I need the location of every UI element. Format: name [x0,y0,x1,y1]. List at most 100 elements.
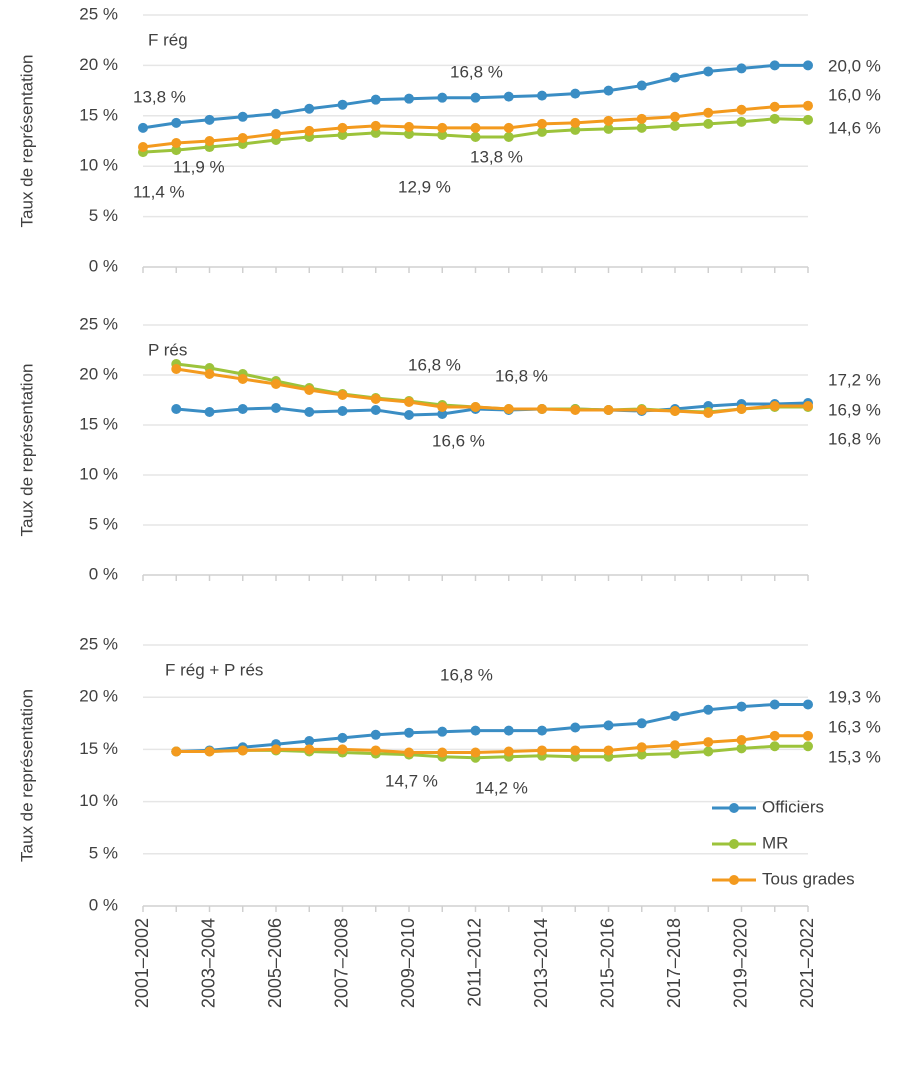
data-point [703,737,714,748]
data-point [337,406,348,416]
x-tick-label: 2007–2008 [331,918,351,1008]
y-tick-label: 10 % [79,464,118,483]
data-point [803,60,813,71]
data-label: 16,8 % [440,665,493,684]
data-point [204,369,215,379]
data-point [437,726,448,737]
y-axis-label: Taux de représentation [17,689,36,862]
data-point [703,704,714,715]
data-point [670,710,680,721]
data-label: 16,3 % [828,717,881,736]
data-point [437,747,448,758]
x-tick-label: 2003–2004 [198,918,218,1008]
y-tick-label: 0 % [89,256,118,275]
data-point [370,729,381,740]
data-point [304,103,315,114]
data-point [636,113,647,124]
data-point [570,405,581,415]
data-point [570,722,581,733]
data-point [437,122,448,133]
series-line [176,367,808,415]
data-label: 12,9 % [398,177,451,196]
panel-title: F rég + P rés [165,660,263,679]
legend-marker [729,839,739,849]
data-point [703,118,714,129]
data-point [570,117,581,128]
data-point [237,745,248,756]
data-point [304,125,315,136]
data-point [370,120,381,131]
data-point [636,742,647,753]
data-point [271,744,281,755]
data-point [237,404,248,414]
data-point [404,121,414,132]
x-tick-label: 2001–2002 [132,918,152,1008]
data-point [603,115,614,126]
data-label: 13,8 % [470,147,523,166]
data-point [769,699,780,710]
x-tick-label: 2005–2006 [265,918,285,1008]
data-point [736,104,747,115]
data-point [736,743,747,754]
data-point [171,138,182,149]
data-point [769,60,780,71]
data-point [237,132,248,143]
data-point [171,145,182,156]
data-point [171,364,182,374]
data-point [670,120,680,131]
data-point [769,741,780,752]
y-axis-label: Taux de représentation [17,364,36,537]
data-point [437,129,448,140]
y-tick-label: 20 % [79,687,118,706]
data-point [736,116,747,127]
data-point [437,409,448,419]
data-point [803,730,813,741]
data-point [803,114,813,125]
legend-label: MR [762,833,788,852]
data-point [537,725,547,736]
data-label: 16,8 % [828,429,881,448]
data-point [304,744,315,755]
data-label: 16,0 % [828,85,881,104]
data-point [769,730,780,741]
data-point [537,118,547,129]
data-point [204,114,215,125]
data-point [703,66,714,77]
data-point [769,113,780,124]
data-point [271,403,281,413]
data-point [803,401,813,411]
data-point [370,405,381,415]
data-point [171,404,182,414]
data-point [537,126,547,137]
data-point [138,122,148,133]
data-point [736,701,747,712]
data-point [703,107,714,118]
data-point [570,88,581,99]
data-point [670,748,680,759]
data-point [271,128,281,139]
data-point [437,402,448,412]
data-point [404,727,414,738]
legend-marker [729,875,739,885]
data-point [404,128,414,139]
data-point [603,745,614,756]
data-point [404,747,414,758]
data-point [703,408,714,418]
data-point [603,85,614,96]
x-tick-label: 2019–2020 [730,918,750,1008]
data-label: 14,2 % [475,778,528,797]
data-point [470,402,481,412]
data-point [803,699,813,710]
data-point [537,90,547,101]
data-point [370,745,381,756]
y-tick-label: 0 % [89,564,118,583]
y-tick-label: 15 % [79,414,118,433]
panel-title: P rés [148,340,187,359]
data-label: 14,6 % [828,118,881,137]
data-label: 11,4 % [133,182,185,201]
data-point [636,80,647,91]
data-point [437,92,448,103]
data-point [503,746,514,757]
y-tick-label: 10 % [79,156,118,175]
